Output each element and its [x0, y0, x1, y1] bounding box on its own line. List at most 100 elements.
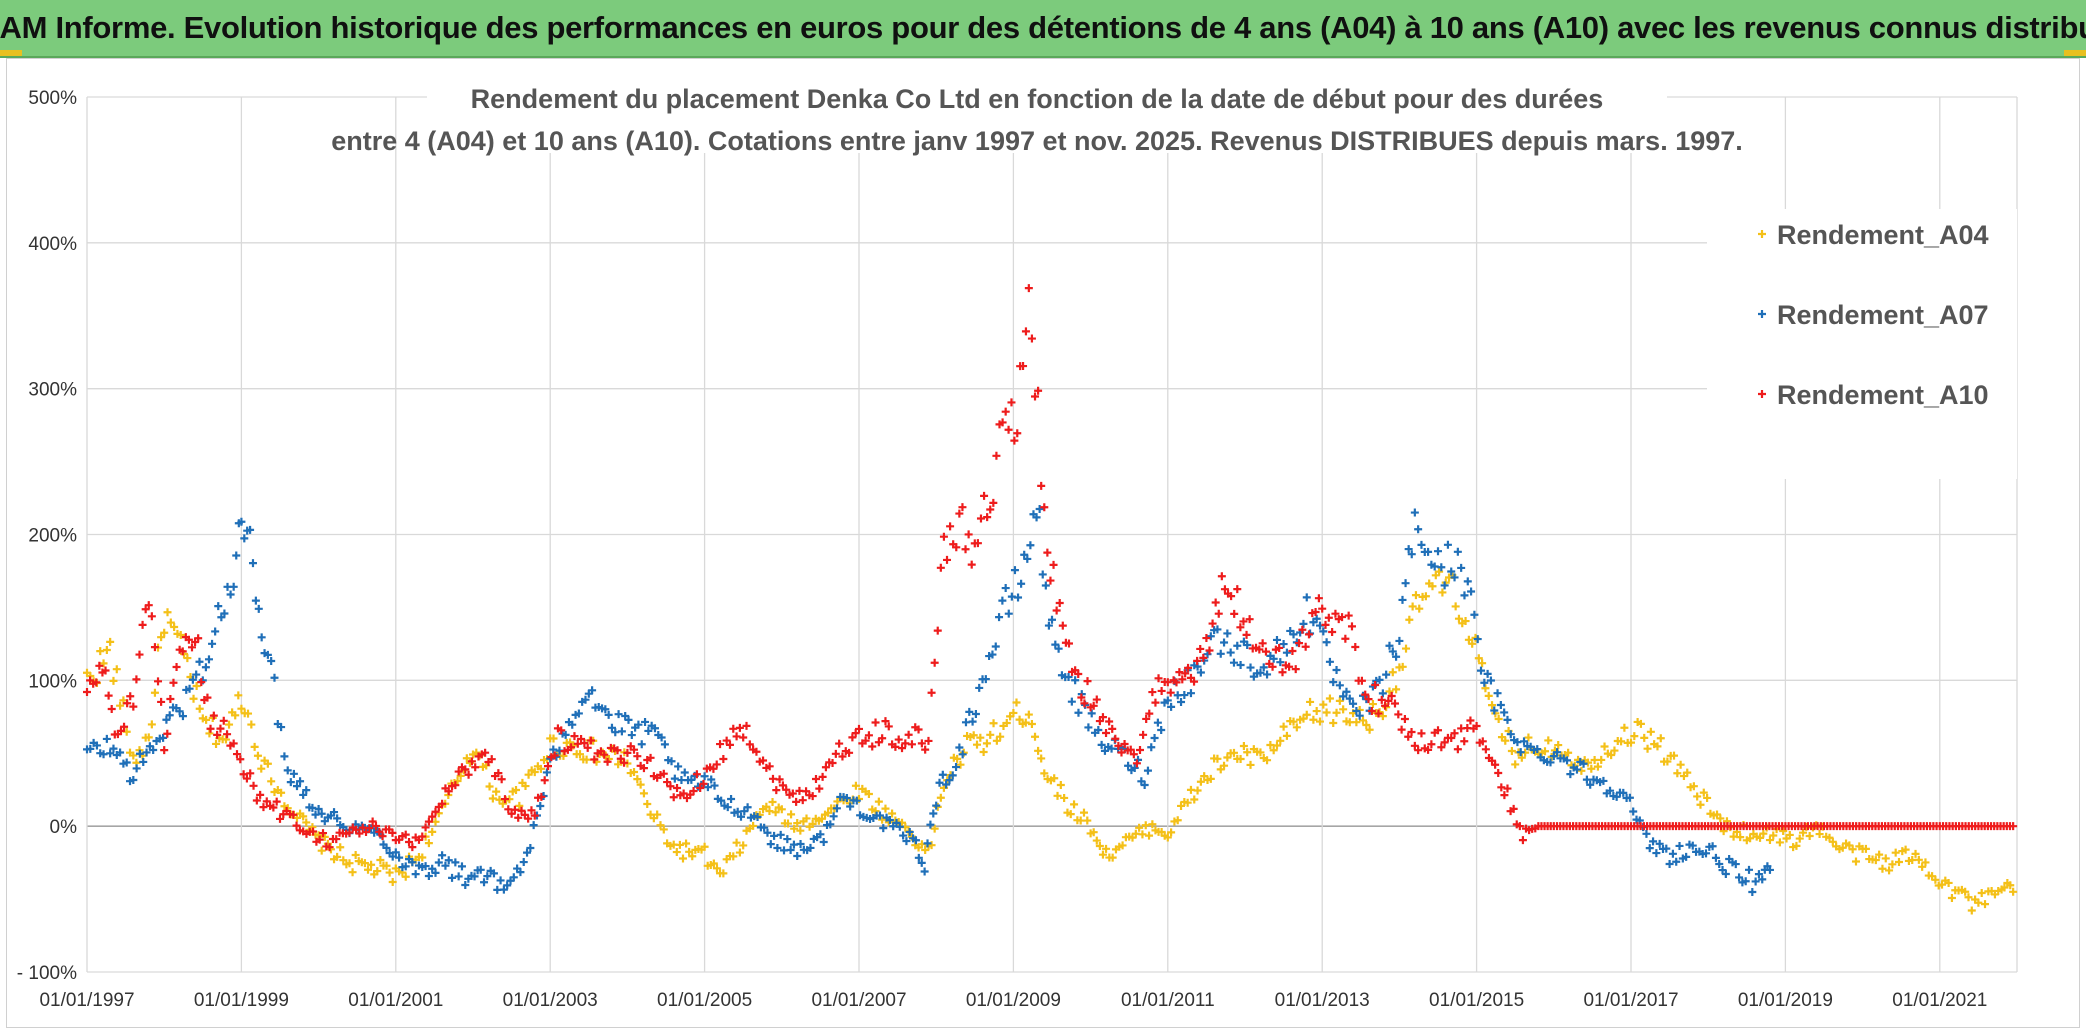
data-point	[1503, 784, 1512, 793]
data-point	[1746, 834, 1755, 843]
data-point	[1731, 860, 1740, 869]
data-point	[176, 630, 185, 639]
data-point	[1026, 541, 1035, 550]
data-point	[536, 802, 545, 811]
data-point	[229, 739, 238, 748]
data-point	[1344, 611, 1353, 620]
data-point	[712, 864, 721, 873]
data-point	[861, 736, 870, 745]
data-point	[1206, 774, 1215, 783]
banner-corner-right	[2064, 50, 2086, 56]
data-point	[643, 800, 652, 809]
data-point	[793, 852, 802, 861]
data-point	[237, 704, 246, 713]
data-point	[428, 827, 437, 836]
data-point	[1272, 741, 1281, 750]
data-point	[141, 605, 150, 614]
data-point	[1145, 831, 1154, 840]
data-point	[1384, 696, 1393, 705]
data-point	[636, 780, 645, 789]
data-point	[559, 751, 568, 760]
data-point	[955, 743, 964, 752]
data-point	[1130, 763, 1139, 772]
data-point	[497, 775, 506, 784]
data-point	[514, 813, 523, 822]
data-point	[1484, 691, 1493, 700]
data-point	[792, 797, 801, 806]
data-point	[1032, 513, 1041, 522]
data-point	[378, 832, 387, 841]
title-banner: ADAM Informe. Evolution historique des p…	[0, 0, 2086, 58]
data-point	[1298, 625, 1307, 634]
data-point	[1515, 822, 1524, 831]
data-point	[1345, 694, 1354, 703]
x-tick-label: 01/01/2007	[811, 990, 906, 1011]
data-point	[126, 692, 135, 701]
data-point	[788, 789, 797, 798]
data-point	[739, 733, 748, 742]
data-point	[1246, 663, 1255, 672]
data-point	[1051, 640, 1060, 649]
data-point	[1205, 646, 1214, 655]
data-point	[1466, 716, 1475, 725]
data-point	[1324, 613, 1333, 622]
data-point	[202, 715, 211, 724]
data-point	[763, 828, 772, 837]
data-point	[150, 643, 159, 652]
data-point	[1511, 760, 1520, 769]
x-tick-label: 01/01/2015	[1429, 990, 1524, 1011]
data-point	[1546, 758, 1555, 767]
data-point	[1319, 700, 1328, 709]
data-point	[530, 768, 539, 777]
data-point	[1583, 758, 1592, 767]
data-point	[1468, 639, 1477, 648]
data-point	[231, 711, 240, 720]
data-point	[1368, 700, 1377, 709]
data-point	[1765, 865, 1774, 874]
data-point	[1208, 619, 1217, 628]
data-point	[283, 766, 292, 775]
data-point	[1035, 504, 1044, 513]
data-point	[561, 730, 570, 739]
data-point	[604, 710, 613, 719]
data-point	[998, 418, 1007, 427]
data-point	[653, 810, 662, 819]
data-point	[345, 859, 354, 868]
data-point	[461, 765, 470, 774]
chart-area: 500% 400% 300% 200% 100% 0% - 100% 01/01/1997 01…	[6, 58, 2080, 1028]
data-point	[907, 740, 916, 749]
data-point	[470, 872, 479, 881]
data-point	[881, 804, 890, 813]
data-point	[1023, 554, 1032, 563]
data-point	[773, 844, 782, 853]
data-point	[1001, 584, 1010, 593]
data-point	[986, 505, 995, 514]
data-point	[842, 794, 851, 803]
data-point	[120, 722, 129, 731]
data-point	[709, 859, 718, 868]
data-point	[527, 806, 536, 815]
data-point	[116, 701, 125, 710]
data-point	[1206, 632, 1215, 641]
data-point	[923, 839, 932, 848]
data-point	[1177, 698, 1186, 707]
data-point	[568, 720, 577, 729]
data-point	[660, 740, 669, 749]
data-point	[1074, 708, 1083, 717]
data-point	[1629, 807, 1638, 816]
data-point	[247, 720, 256, 729]
data-point	[92, 741, 101, 750]
y-tick-label: 500%	[28, 88, 77, 109]
data-point	[1494, 715, 1503, 724]
data-point	[1014, 593, 1023, 602]
data-point	[234, 691, 243, 700]
data-point	[1102, 844, 1111, 853]
data-point	[760, 823, 769, 832]
data-point	[1332, 666, 1341, 675]
data-point	[246, 525, 255, 534]
data-point	[980, 491, 989, 500]
data-point	[1163, 833, 1172, 842]
data-point	[1276, 736, 1285, 745]
data-point	[1447, 567, 1456, 576]
data-point	[1450, 573, 1459, 582]
